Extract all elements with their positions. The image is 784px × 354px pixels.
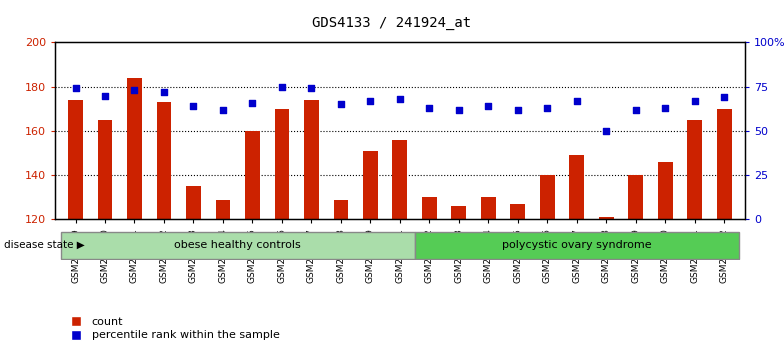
FancyBboxPatch shape bbox=[415, 232, 739, 259]
Point bbox=[423, 105, 436, 111]
Bar bbox=[393, 140, 407, 219]
Point bbox=[335, 102, 347, 107]
Point bbox=[688, 98, 701, 104]
Text: GDS4133 / 241924_at: GDS4133 / 241924_at bbox=[313, 16, 471, 30]
Point bbox=[600, 128, 612, 134]
Point bbox=[659, 105, 671, 111]
Point bbox=[630, 107, 642, 113]
Bar bbox=[98, 120, 112, 219]
Point bbox=[394, 96, 406, 102]
Text: polycystic ovary syndrome: polycystic ovary syndrome bbox=[502, 240, 652, 250]
Text: disease state ▶: disease state ▶ bbox=[4, 240, 84, 250]
Point bbox=[69, 86, 82, 91]
Bar bbox=[540, 175, 554, 219]
Bar bbox=[452, 206, 466, 219]
Bar bbox=[333, 200, 348, 219]
Bar bbox=[127, 78, 142, 219]
Point bbox=[187, 103, 200, 109]
Legend: count, percentile rank within the sample: count, percentile rank within the sample bbox=[60, 313, 284, 345]
Bar bbox=[599, 217, 614, 219]
Point bbox=[305, 86, 318, 91]
Bar bbox=[68, 100, 83, 219]
Bar bbox=[481, 197, 495, 219]
Point bbox=[129, 87, 141, 93]
Bar bbox=[304, 100, 319, 219]
Point bbox=[718, 95, 731, 100]
Bar bbox=[186, 186, 201, 219]
Bar bbox=[422, 197, 437, 219]
Bar bbox=[569, 155, 584, 219]
Bar bbox=[717, 109, 731, 219]
Point bbox=[571, 98, 583, 104]
Point bbox=[99, 93, 111, 98]
Point bbox=[216, 107, 229, 113]
Bar bbox=[688, 120, 702, 219]
Bar bbox=[363, 151, 378, 219]
FancyBboxPatch shape bbox=[61, 232, 415, 259]
Text: obese healthy controls: obese healthy controls bbox=[174, 240, 301, 250]
Bar bbox=[157, 102, 172, 219]
Bar bbox=[628, 175, 643, 219]
Bar bbox=[216, 200, 230, 219]
Point bbox=[452, 107, 465, 113]
Point bbox=[246, 100, 259, 105]
Point bbox=[541, 105, 554, 111]
Point bbox=[364, 98, 376, 104]
Point bbox=[511, 107, 524, 113]
Bar bbox=[245, 131, 260, 219]
Point bbox=[482, 103, 495, 109]
Bar bbox=[510, 204, 525, 219]
Point bbox=[276, 84, 289, 90]
Point bbox=[158, 89, 170, 95]
Bar bbox=[274, 109, 289, 219]
Bar bbox=[658, 162, 673, 219]
